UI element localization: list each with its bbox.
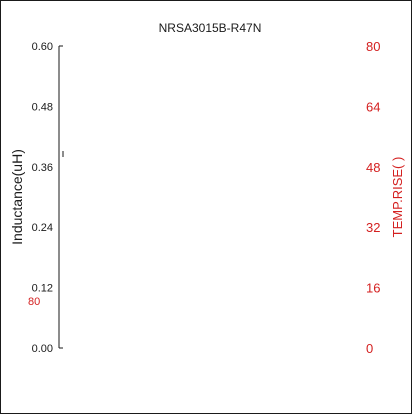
y2-tick-label: 80: [366, 39, 380, 54]
y2-tick-label: 32: [366, 220, 380, 235]
y-tick-label: 0.48: [32, 101, 53, 113]
y-tick-label: 0.00: [32, 343, 53, 355]
y-axis-label: Inductance(uH): [9, 149, 25, 245]
y2-tick-label: 0: [366, 341, 373, 356]
chart-title: NRSA3015B-R47N: [159, 21, 262, 35]
y2-tick-label: 16: [366, 281, 380, 296]
y-tick-label: 0.24: [32, 222, 53, 234]
y2-tick-label: 48: [366, 160, 380, 175]
y-tick-label: 0.12: [32, 283, 53, 295]
right-tick-labels: 0 16 32 48 64 80: [366, 39, 380, 356]
y2-tick-label: 64: [366, 99, 380, 114]
y2-axis-label: TEMP.RISE( ): [390, 157, 405, 238]
y-tick-label: 0.60: [32, 41, 53, 53]
y-tick-label: 0.36: [32, 162, 53, 174]
stray-label: 80: [28, 296, 40, 308]
left-tick-labels: 0.00 0.12 0.24 0.36 0.48 0.60: [32, 41, 53, 355]
